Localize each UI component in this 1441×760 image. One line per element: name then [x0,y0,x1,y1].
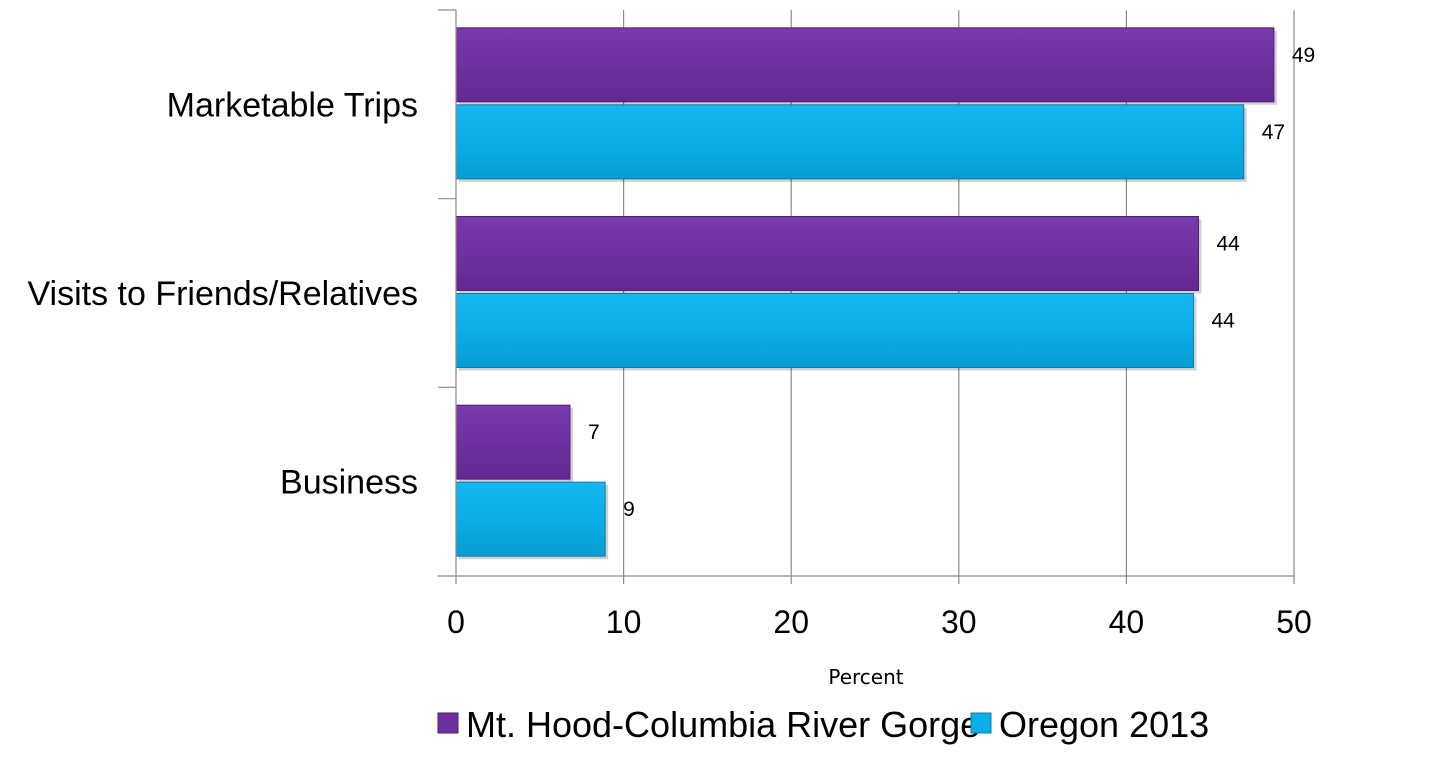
legend-label-oregon: Oregon 2013 [999,704,1209,745]
x-tick-label: 0 [447,604,465,640]
x-tick-label: 10 [606,604,642,640]
category-label: Business [280,464,418,502]
category-label: Marketable Trips [167,86,418,124]
bar [455,104,1245,180]
x-tick-label: 20 [773,604,809,640]
labels-group: 0 10 20 30 40 50 49 47 Marketable Trips 44 44 Visit… [27,44,1315,640]
data-label: 47 [1262,121,1285,144]
x-tick-label: 50 [1276,604,1312,640]
data-label: 44 [1211,310,1235,333]
data-label: 7 [588,421,600,444]
x-tick-label: 30 [941,604,977,640]
category-label: Visits to Friends/Relatives [27,275,418,313]
data-label: 9 [623,498,635,521]
bars-group [455,27,1277,560]
data-label: 44 [1216,233,1240,256]
bar [455,293,1194,368]
bar [455,404,571,480]
legend-label-mt-hood: Mt. Hood-Columbia River Gorge [466,704,980,745]
legend-swatch-mt-hood [437,712,459,734]
legend: Mt. Hood-Columbia River Gorge Oregon 201… [437,704,1209,745]
axes [438,9,1295,584]
legend-swatch-oregon [970,712,992,734]
bar [455,481,606,557]
bar [455,27,1275,103]
data-label: 49 [1292,44,1315,67]
x-axis-title: Percent [828,665,903,689]
bar [455,216,1199,291]
x-tick-label: 40 [1109,604,1145,640]
